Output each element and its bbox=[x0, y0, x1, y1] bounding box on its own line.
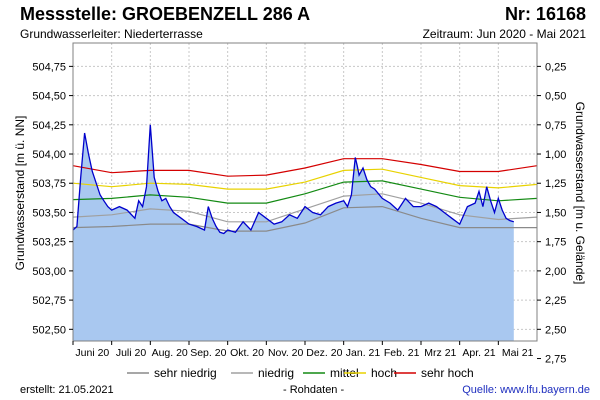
x-tick-label: Mai 21 bbox=[502, 347, 534, 359]
y-tick-label: 504,00 bbox=[32, 149, 66, 161]
y-tick-right-label: 0,75 bbox=[545, 120, 566, 132]
page-title: Messstelle: GROEBENZELL 286 A bbox=[20, 4, 311, 24]
station-number: Nr: 16168 bbox=[504, 4, 586, 24]
series-line-sehr-hoch bbox=[72, 158, 538, 177]
y-tick-right-label: 2,75 bbox=[545, 354, 566, 366]
y-tick-label: 503,50 bbox=[32, 207, 66, 219]
y-tick-label: 504,50 bbox=[32, 91, 66, 103]
x-tick-label: Juni 20 bbox=[75, 347, 109, 359]
raw-data-label: - Rohdaten - bbox=[283, 384, 345, 396]
y-tick-right-label: 1,00 bbox=[545, 149, 566, 161]
y-tick-right-label: 2,25 bbox=[545, 295, 566, 307]
x-tick-label: Sep. 20 bbox=[190, 347, 226, 359]
y-tick-label: 504,75 bbox=[32, 61, 66, 73]
y-tick-right-label: 2,00 bbox=[545, 266, 566, 278]
x-tick-label: Aug. 20 bbox=[152, 347, 188, 359]
legend-label-niedrig: niedrig bbox=[258, 366, 294, 380]
series-line-hoch bbox=[72, 168, 538, 190]
y-tick-right-label: 0,50 bbox=[545, 91, 566, 103]
series-line-niedrig bbox=[72, 193, 538, 223]
series-line-measured bbox=[72, 124, 514, 235]
y-tick-label: 503,25 bbox=[32, 237, 66, 249]
x-tick-label: Dez. 20 bbox=[306, 347, 342, 359]
x-tick-label: Feb. 21 bbox=[384, 347, 420, 359]
legend-label-hoch: hoch bbox=[371, 366, 397, 380]
measured-area-layer bbox=[73, 124, 514, 341]
y-tick-label: 502,75 bbox=[32, 295, 66, 307]
y-tick-label: 503,00 bbox=[32, 266, 66, 278]
y-ticks-right: 0,25 0,50 0,75 1,00 1,25 1,50 1,75 2,00 2,25 2,50… bbox=[537, 61, 566, 366]
x-ticks: Juni 20 Juli 20 Aug. 20 Sep. 20 Okt. 20 Nov. … bbox=[72, 341, 534, 359]
aquifer-label: Grundwasserleiter: Niederterrasse bbox=[20, 27, 203, 41]
created-date: erstellt: 21.05.2021 bbox=[20, 384, 114, 396]
x-tick-label: Okt. 20 bbox=[230, 347, 264, 359]
y-tick-right-label: 2,50 bbox=[545, 324, 566, 336]
x-tick-label: Nov. 20 bbox=[268, 347, 304, 359]
y-tick-right-label: 1,75 bbox=[545, 237, 566, 249]
x-tick-label: Mrz 21 bbox=[424, 347, 456, 359]
y-tick-right-label: 0,25 bbox=[545, 61, 566, 73]
x-tick-label: Jan. 21 bbox=[346, 347, 381, 359]
y-axis-label-right: Grundwasserstand [m u. Gelände] bbox=[573, 102, 587, 285]
series-lines bbox=[72, 124, 538, 235]
series-line-sehr-niedrig bbox=[72, 205, 537, 232]
y-tick-label: 504,25 bbox=[32, 120, 66, 132]
period-label: Zeitraum: Jun 2020 - Mai 2021 bbox=[422, 27, 586, 41]
series-line-mittel bbox=[72, 180, 538, 204]
legend: sehr niedrig niedrig mittel hoch sehr hoch bbox=[127, 366, 474, 380]
y-ticks: 502,50 502,75 503,00 503,25 503,50 503,75 504,… bbox=[32, 61, 73, 336]
y-axis-label: Grundwasserstand [m ü. NN] bbox=[13, 116, 27, 271]
x-tick-label: Apr. 21 bbox=[462, 347, 495, 359]
y-tick-label: 502,50 bbox=[32, 324, 66, 336]
y-tick-right-label: 1,50 bbox=[545, 207, 566, 219]
x-tick-label: Juli 20 bbox=[116, 347, 147, 359]
y-tick-right-label: 1,25 bbox=[545, 178, 566, 190]
y-tick-label: 503,75 bbox=[32, 178, 66, 190]
legend-label-sehr-niedrig: sehr niedrig bbox=[154, 366, 217, 380]
measured-area bbox=[73, 124, 514, 341]
source-link[interactable]: Quelle: www.lfu.bayern.de bbox=[462, 384, 590, 396]
legend-label-sehr-hoch: sehr hoch bbox=[421, 366, 474, 380]
